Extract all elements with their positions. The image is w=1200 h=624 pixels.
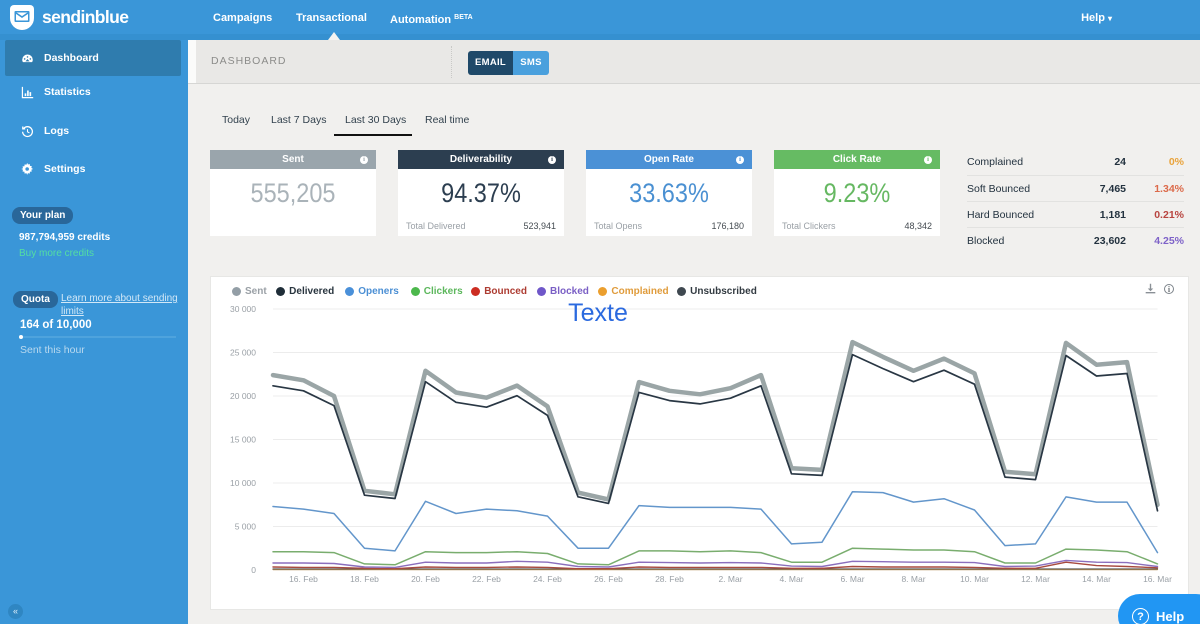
svg-text:25 000: 25 000 bbox=[230, 348, 256, 358]
svg-text:0: 0 bbox=[251, 565, 256, 575]
svg-text:10 000: 10 000 bbox=[230, 478, 256, 488]
svg-text:24. Feb: 24. Feb bbox=[533, 574, 562, 584]
svg-text:18. Feb: 18. Feb bbox=[350, 574, 379, 584]
svg-text:16. Mar: 16. Mar bbox=[1143, 574, 1172, 584]
svg-text:28. Feb: 28. Feb bbox=[655, 574, 684, 584]
svg-text:2. Mar: 2. Mar bbox=[718, 574, 742, 584]
svg-text:16. Feb: 16. Feb bbox=[289, 574, 318, 584]
svg-text:22. Feb: 22. Feb bbox=[472, 574, 501, 584]
svg-text:10. Mar: 10. Mar bbox=[960, 574, 989, 584]
svg-text:26. Feb: 26. Feb bbox=[594, 574, 623, 584]
svg-text:15 000: 15 000 bbox=[230, 435, 256, 445]
svg-text:6. Mar: 6. Mar bbox=[840, 574, 864, 584]
svg-text:12. Mar: 12. Mar bbox=[1021, 574, 1050, 584]
svg-text:30 000: 30 000 bbox=[230, 304, 256, 314]
svg-text:4. Mar: 4. Mar bbox=[779, 574, 803, 584]
svg-text:14. Mar: 14. Mar bbox=[1082, 574, 1111, 584]
svg-text:20 000: 20 000 bbox=[230, 391, 256, 401]
svg-text:8. Mar: 8. Mar bbox=[901, 574, 925, 584]
svg-text:5 000: 5 000 bbox=[235, 522, 257, 532]
svg-text:20. Feb: 20. Feb bbox=[411, 574, 440, 584]
